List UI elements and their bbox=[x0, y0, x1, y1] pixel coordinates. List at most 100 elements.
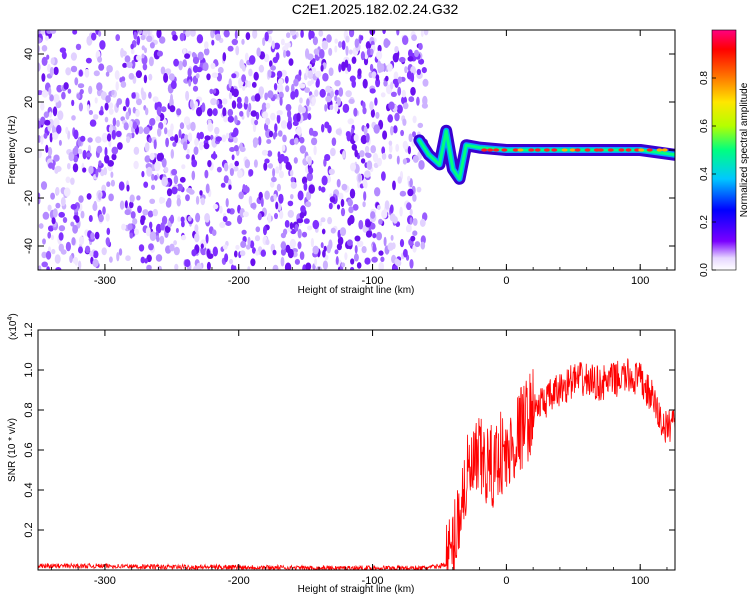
spectrogram-noise-cell bbox=[348, 206, 354, 214]
spectrogram-noise-cell bbox=[334, 38, 339, 44]
spectrogram-noise-cell bbox=[119, 200, 125, 210]
spectrogram-noise-cell bbox=[276, 70, 283, 79]
spectrogram-noise-cell bbox=[387, 63, 393, 72]
spectrogram-noise-cell bbox=[188, 189, 195, 195]
spectrogram-noise-cell bbox=[183, 48, 187, 54]
spectrogram-noise-cell bbox=[335, 256, 339, 265]
spectrogram-noise-cell bbox=[88, 215, 93, 222]
spectrogram-noise-cell bbox=[122, 106, 127, 112]
spectrogram-noise-cell bbox=[248, 102, 252, 113]
spectrogram-noise-cell bbox=[227, 115, 234, 123]
spectrogram-noise-cell bbox=[308, 167, 314, 174]
spectrogram-noise-cell bbox=[58, 211, 65, 218]
spectrogram-noise-cell bbox=[187, 75, 193, 84]
spectrogram-noise-cell bbox=[388, 153, 393, 160]
spectrogram-noise-cell bbox=[328, 239, 333, 250]
spectrogram-noise-cell bbox=[303, 182, 308, 191]
colorbar-tick-label: 0.2 bbox=[699, 215, 710, 229]
spectrogram-noise-cell bbox=[92, 202, 98, 212]
y-tick-label: 40 bbox=[23, 48, 35, 60]
spectrogram-noise-cell bbox=[49, 111, 52, 118]
svg-text:(x104): (x104) bbox=[7, 313, 19, 340]
spectrogram-noise-cell bbox=[97, 56, 103, 63]
snr-x-ticks: -300 -200 -100 0 100 bbox=[50, 330, 668, 587]
spectrogram-noise-cell bbox=[370, 145, 377, 154]
spectrogram-noise-cell bbox=[130, 43, 134, 50]
spectrogram-noise-cell bbox=[320, 186, 326, 193]
spectrogram-noise-cell bbox=[385, 39, 391, 47]
spectrogram-noise-cell bbox=[289, 30, 296, 36]
signal-peak-marker bbox=[607, 148, 614, 152]
spectrogram-noise-cell bbox=[412, 115, 417, 124]
spectrogram-noise-cell bbox=[248, 195, 253, 206]
signal-peak-marker bbox=[501, 148, 508, 152]
spectrogram-noise-cell bbox=[155, 115, 161, 122]
spectrogram-noise-cell bbox=[354, 149, 359, 158]
spectrogram-noise-cell bbox=[71, 237, 76, 246]
spectrogram-noise-cells bbox=[38, 30, 429, 270]
spectrogram-noise-cell bbox=[145, 107, 149, 116]
spectrogram-noise-cell bbox=[170, 93, 173, 103]
spectrogram-noise-cell bbox=[297, 241, 302, 250]
spectrogram-noise-cell bbox=[409, 208, 413, 216]
spectrogram-noise-cell bbox=[233, 136, 238, 143]
snr-y-ticks: 0.2 0.4 0.6 0.8 1.0 1.2 bbox=[23, 322, 675, 538]
spectrogram-noise-cell bbox=[103, 167, 108, 176]
spectrogram-noise-cell bbox=[349, 188, 356, 199]
spectrogram-noise-cell bbox=[406, 202, 412, 211]
spectrogram-noise-cell bbox=[239, 110, 244, 117]
spectrogram-noise-cell bbox=[151, 184, 155, 190]
spectrogram-noise-cell bbox=[298, 104, 303, 114]
spectrogram-noise-cell bbox=[116, 100, 120, 108]
spectrogram-noise-cell bbox=[263, 53, 270, 63]
spectrogram-noise-cell bbox=[192, 85, 199, 92]
spectrogram-noise-cell bbox=[221, 134, 227, 143]
spectrogram-noise-cell bbox=[248, 169, 254, 177]
spectrogram-noise-cell bbox=[79, 89, 84, 95]
spectrogram-noise-cell bbox=[94, 97, 98, 104]
spectrogram-noise-cell bbox=[108, 193, 114, 202]
spectrogram-noise-cell bbox=[207, 122, 214, 132]
spectrogram-noise-cell bbox=[408, 49, 413, 58]
spectrogram-noise-cell bbox=[187, 216, 192, 222]
spectrogram-noise-cell bbox=[345, 90, 352, 98]
spectrogram-noise-cell bbox=[192, 56, 200, 65]
spectrogram-noise-cell bbox=[322, 72, 329, 82]
spectrogram-noise-cell bbox=[43, 111, 50, 118]
spectrogram-noise-cell bbox=[409, 217, 413, 225]
snr-scale-note: (x104) bbox=[7, 313, 19, 340]
spectrogram-noise-cell bbox=[369, 63, 374, 72]
spectrogram-noise-cell bbox=[421, 67, 427, 74]
spectrogram-noise-cell bbox=[408, 96, 415, 103]
spectrogram-y-axis-label: Frequency (Hz) bbox=[7, 116, 18, 185]
spectrogram-noise-cell bbox=[50, 30, 57, 34]
spectrogram-noise-cell bbox=[195, 212, 201, 223]
spectrogram-noise-cell bbox=[336, 97, 342, 106]
spectrogram-noise-cell bbox=[360, 158, 366, 164]
spectrogram-noise-cell bbox=[354, 235, 361, 242]
spectrogram-noise-cell bbox=[277, 83, 284, 94]
spectrogram-noise-cell bbox=[93, 70, 100, 77]
spectrogram-noise-cell bbox=[247, 266, 251, 270]
spectrogram-noise-cell bbox=[378, 218, 383, 225]
spectrogram-noise-cell bbox=[396, 30, 400, 36]
spectrogram-noise-cell bbox=[331, 137, 337, 146]
spectrogram-noise-cell bbox=[314, 89, 319, 97]
spectrogram-noise-cell bbox=[47, 146, 53, 156]
spectrogram-noise-cell bbox=[223, 115, 228, 123]
spectrogram-noise-cell bbox=[140, 256, 146, 264]
snr-panel: -300 -200 -100 0 100 0.2 0.4 0.6 0.8 1.0 1.2 Heig… bbox=[7, 313, 676, 595]
spectrogram-noise-cell bbox=[362, 178, 367, 188]
spectrogram-noise-cell bbox=[106, 227, 111, 235]
spectrogram-noise-cell bbox=[334, 45, 338, 53]
spectrogram-noise-cell bbox=[168, 73, 175, 81]
spectrogram-noise-cell bbox=[115, 130, 122, 138]
spectrogram-noise-cell bbox=[146, 35, 153, 43]
spectrogram-noise-cell bbox=[356, 262, 362, 269]
spectrogram-noise-cell bbox=[340, 198, 345, 208]
spectrogram-noise-cell bbox=[70, 177, 75, 185]
spectrogram-noise-cell bbox=[412, 218, 418, 226]
spectrogram-noise-cell bbox=[194, 137, 199, 147]
spectrogram-noise-cell bbox=[234, 30, 238, 39]
